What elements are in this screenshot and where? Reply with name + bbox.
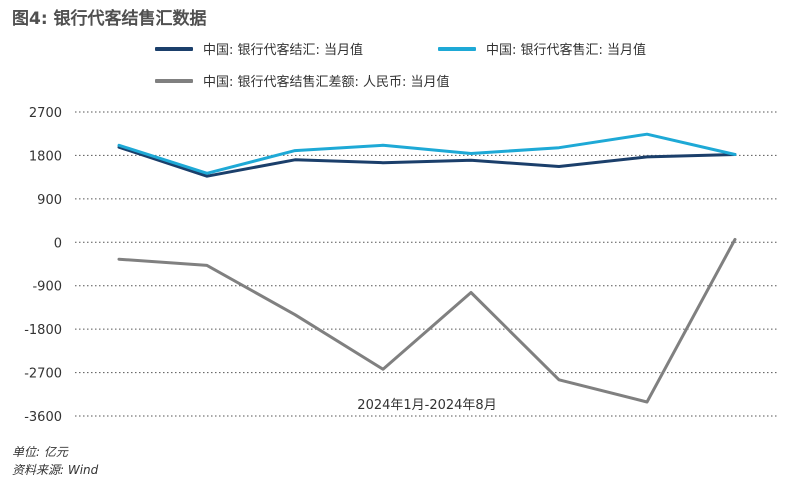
series-line-2 [117, 237, 737, 404]
y-axis-ticks: 2700 1800 900 0 -900 -1800 -2700 -3600 [24, 106, 62, 425]
y-tick-label: -900 [32, 280, 62, 295]
y-tick-label: -3600 [24, 410, 62, 425]
legend-label-balance: 中国: 银行代客结售汇差额: 人民币: 当月值 [203, 75, 450, 90]
series-lines [117, 132, 737, 404]
legend-label-settlement: 中国: 银行代客结汇: 当月值 [203, 43, 364, 58]
y-tick-label: -2700 [24, 367, 62, 382]
gridlines [75, 111, 778, 417]
legend-swatch-sales [438, 46, 476, 51]
y-tick-label: 900 [37, 193, 62, 208]
x-axis-label: 2024年1月-2024年8月 [357, 398, 496, 413]
legend-label-sales: 中国: 银行代客售汇: 当月值 [486, 43, 647, 58]
legend-item-settlement: 中国: 银行代客结汇: 当月值 [155, 39, 363, 58]
legend-item-balance: 中国: 银行代客结售汇差额: 人民币: 当月值 [155, 71, 450, 90]
y-tick-label: 1800 [29, 149, 62, 164]
y-tick-label: 2700 [29, 106, 62, 121]
series-line-0 [117, 145, 737, 178]
legend-swatch-settlement [155, 46, 193, 51]
series-line-1 [117, 132, 737, 175]
y-tick-label: -1800 [24, 323, 62, 338]
legend-swatch-balance [155, 78, 193, 83]
chart-title: 图4: 银行代客结售汇数据 [12, 9, 207, 29]
y-tick-label: 0 [54, 236, 62, 251]
unit-note: 单位: 亿元 [12, 445, 68, 459]
source-note: 资料来源: Wind [12, 463, 99, 477]
legend-item-sales: 中国: 银行代客售汇: 当月值 [438, 39, 646, 58]
